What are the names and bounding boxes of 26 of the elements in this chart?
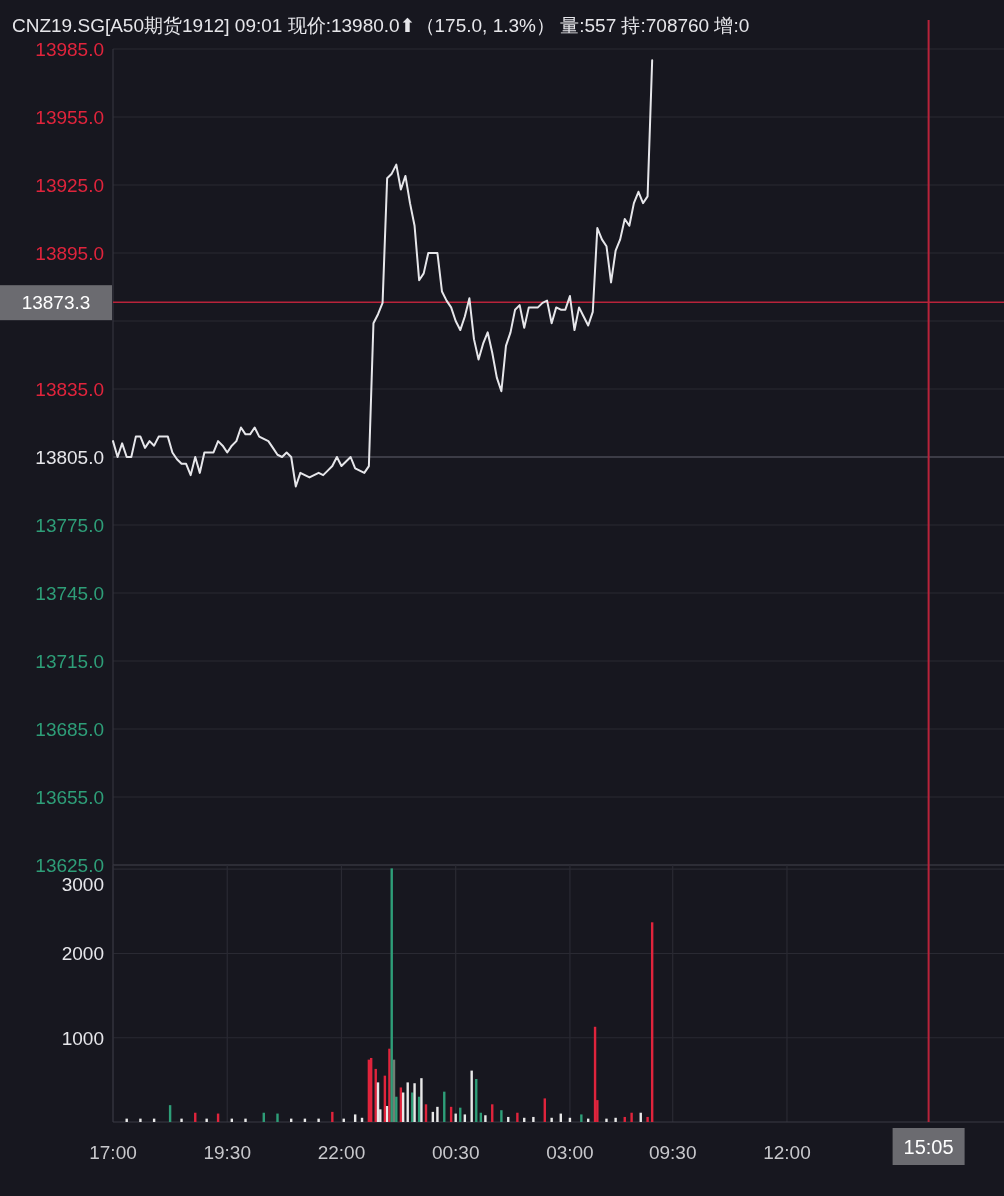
y-tick-label: 13775.0 [35,515,104,536]
x-tick-label: 17:00 [89,1142,137,1163]
y-tick-label: 13745.0 [35,583,104,604]
y-tick-label: 13895.0 [35,243,104,264]
x-tick-label: 15:05 [903,1136,954,1158]
x-tick-label: 19:30 [203,1142,251,1163]
line-series [112,59,654,488]
ref-line-label: 13873.3 [21,292,91,314]
y-tick-label: 13985.0 [35,39,104,60]
y-tick-label: 2000 [61,943,104,965]
x-tick-label: 00:30 [431,1142,480,1163]
x-tick-label: 03:00 [546,1142,594,1163]
y-tick-label: 13925.0 [35,175,104,196]
y-tick-label: 13625.0 [35,855,104,876]
x-tick-label: 09:30 [648,1142,697,1163]
y-tick-label: 13835.0 [35,379,104,400]
y-tick-label: 13715.0 [35,651,104,672]
y-tick-label: 13655.0 [35,787,104,808]
y-tick-label: 13955.0 [35,107,104,128]
chart-title: CNZ19.SG[A50期货1912] 09:01 现价:13980.0⬆（175.0, 1.3%） 量:557 持:708760 增:0 [12,15,750,36]
y-tick-label: 1000 [61,1027,104,1049]
y-tick-label: 13685.0 [35,719,104,740]
x-tick-label: 12:00 [763,1142,811,1163]
y-tick-label: 13805.0 [35,447,104,468]
x-tick-label: 22:00 [317,1142,366,1163]
y-tick-label: 3000 [61,874,104,895]
